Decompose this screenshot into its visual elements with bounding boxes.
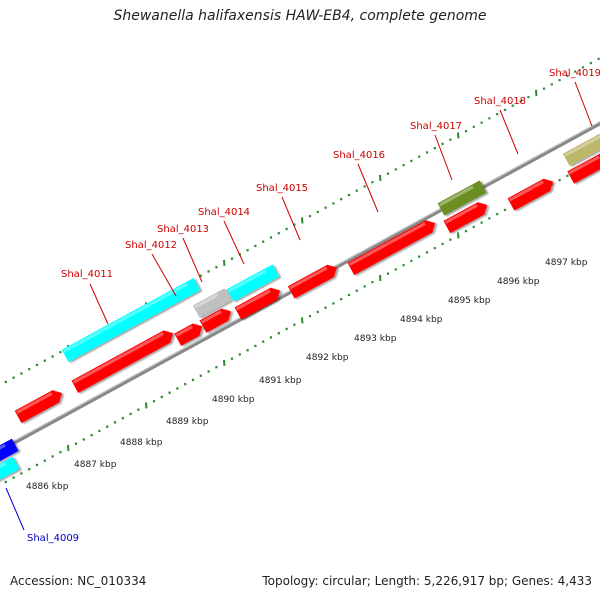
gene-label-leader bbox=[89, 283, 109, 325]
cds-olive-4017-shape bbox=[437, 180, 487, 216]
gene-red-g[interactable] bbox=[347, 217, 439, 276]
cds-olive-4017[interactable] bbox=[437, 180, 487, 216]
gene-label-leader bbox=[434, 134, 453, 181]
gene-label[interactable]: Shal_4009 bbox=[27, 533, 79, 544]
cds-olive-4017-highlight bbox=[438, 185, 474, 207]
scale-label: 4888 kbp bbox=[120, 438, 163, 448]
gene-red-j-shape bbox=[567, 153, 600, 184]
gene-labels: Shal_4009 Shal_4011 Shal_4012 Shal_4013 Shal… bbox=[5, 68, 600, 544]
gene-cyan-edge-highlight bbox=[0, 461, 7, 475]
gene-red-b-shape bbox=[71, 330, 174, 393]
gene-red-h-highlight bbox=[444, 204, 478, 224]
gene-label[interactable]: Shal_4011 bbox=[61, 269, 113, 280]
gene-red-i[interactable] bbox=[507, 175, 557, 211]
gene-red-i-shape bbox=[507, 178, 554, 211]
gene-red-a[interactable] bbox=[14, 387, 66, 424]
gene-label-leader bbox=[574, 81, 593, 127]
gene-red-e-highlight bbox=[235, 289, 271, 311]
gene-red-a-shape bbox=[14, 390, 62, 424]
cds-grey-4013[interactable] bbox=[192, 288, 232, 318]
gene-red-h[interactable] bbox=[443, 199, 490, 234]
gene-red-i-highlight bbox=[508, 180, 544, 202]
gene-label-leader bbox=[182, 237, 203, 283]
gene-label[interactable]: Shal_4014 bbox=[198, 207, 250, 218]
gene-label-leader bbox=[499, 109, 519, 155]
gene-red-j-highlight bbox=[568, 155, 600, 175]
scale-label: 4886 kbp bbox=[26, 482, 69, 492]
scale-label: 4891 kbp bbox=[259, 376, 302, 386]
gene-red-f-shape bbox=[287, 264, 337, 299]
gene-label[interactable]: Shal_4016 bbox=[333, 150, 385, 161]
cds-cyan-4011-highlight bbox=[63, 283, 188, 353]
gene-label[interactable]: Shal_4013 bbox=[157, 224, 209, 235]
gene-label-leader bbox=[357, 163, 379, 213]
scale-label: 4892 kbp bbox=[306, 353, 349, 363]
scale-label: 4889 kbp bbox=[166, 417, 209, 427]
gene-red-d-shape bbox=[199, 308, 232, 333]
scale-label: 4887 kbp bbox=[74, 460, 117, 470]
gene-red-h-shape bbox=[443, 202, 488, 234]
accession-text: Accession: NC_010334 bbox=[10, 574, 147, 588]
gene-label-leader bbox=[281, 196, 301, 241]
gene-label[interactable]: Shal_4015 bbox=[256, 183, 308, 194]
cds-cyan-4011-shape bbox=[61, 277, 201, 363]
gene-label[interactable]: Shal_4017 bbox=[410, 121, 462, 132]
scale-labels: 4886 kbp 4887 kbp 4888 kbp 4889 kbp 4890 kbp… bbox=[26, 258, 588, 492]
cds-grey-4013-shape bbox=[192, 288, 232, 318]
gene-blue-edge[interactable] bbox=[0, 438, 19, 466]
topology-summary: Topology: circular; Length: 5,226,917 bp… bbox=[262, 574, 592, 588]
scale-label: 4896 kbp bbox=[497, 277, 540, 287]
cds-cyan-4014[interactable] bbox=[226, 264, 280, 302]
scale-label: 4895 kbp bbox=[448, 296, 491, 306]
gene-red-c-shape bbox=[174, 323, 203, 346]
inner-tick-ring bbox=[4, 157, 600, 484]
gene-label[interactable]: Shal_4018 bbox=[474, 96, 526, 107]
gene-features bbox=[0, 127, 600, 484]
cds-khaki-4019-shape bbox=[562, 127, 600, 167]
scale-label: 4893 kbp bbox=[354, 334, 397, 344]
cds-grey-4013-highlight bbox=[194, 293, 219, 309]
gene-red-g-shape bbox=[347, 220, 436, 276]
gene-blue-edge-highlight bbox=[0, 443, 6, 457]
gene-blue-edge-shape bbox=[0, 438, 19, 466]
cds-khaki-4019[interactable] bbox=[562, 127, 600, 167]
cds-cyan-4011[interactable] bbox=[61, 277, 201, 363]
gene-cyan-edge-shape bbox=[0, 456, 20, 484]
gene-label-leader bbox=[151, 253, 177, 297]
scale-label: 4897 kbp bbox=[545, 258, 588, 268]
gene-red-j[interactable] bbox=[567, 150, 600, 184]
scale-label: 4894 kbp bbox=[400, 315, 443, 325]
gene-red-a-highlight bbox=[16, 392, 53, 414]
gene-red-f-highlight bbox=[289, 266, 328, 290]
gene-red-d-highlight bbox=[200, 310, 222, 324]
gene-red-b-highlight bbox=[72, 332, 164, 384]
gene-red-c-highlight bbox=[175, 325, 193, 337]
gene-red-g-highlight bbox=[348, 222, 426, 266]
gene-red-e-shape bbox=[234, 287, 281, 320]
gene-label[interactable]: Shal_4019 bbox=[549, 68, 600, 79]
gene-red-e[interactable] bbox=[234, 284, 284, 320]
cds-cyan-4014-highlight bbox=[228, 269, 267, 293]
gene-label-leader bbox=[223, 220, 245, 265]
cds-khaki-4019-highlight bbox=[564, 133, 600, 157]
gene-label-leader bbox=[5, 487, 25, 531]
gene-red-c[interactable] bbox=[174, 320, 205, 346]
gene-red-f[interactable] bbox=[287, 261, 340, 299]
gene-cyan-edge[interactable] bbox=[0, 456, 20, 484]
gene-red-d[interactable] bbox=[199, 305, 235, 333]
gene-red-b[interactable] bbox=[71, 327, 176, 393]
scale-label: 4890 kbp bbox=[212, 395, 255, 405]
map-title: Shewanella halifaxensis HAW-EB4, complet… bbox=[113, 8, 487, 24]
cds-cyan-4014-shape bbox=[226, 264, 280, 302]
gene-label[interactable]: Shal_4012 bbox=[125, 240, 177, 251]
